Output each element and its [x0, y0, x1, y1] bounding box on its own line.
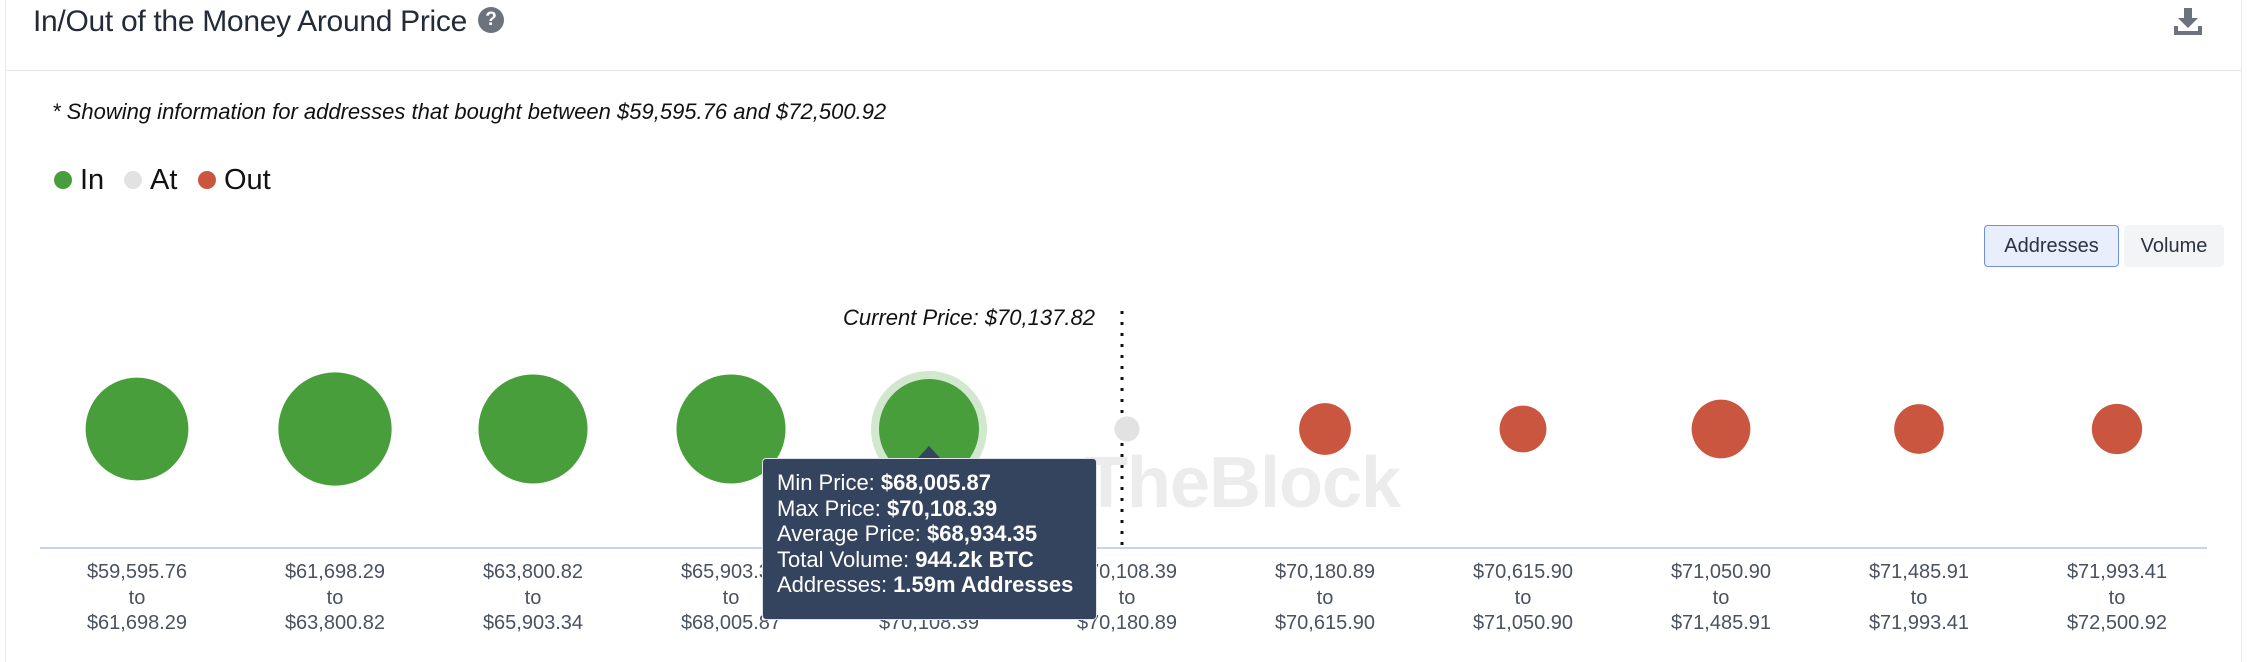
chart-card: In/Out of the Money Around Price ?: [5, 0, 2242, 662]
tooltip-row-addresses: Addresses: 1.59m Addresses: [777, 572, 1096, 598]
legend-label-out: Out: [224, 164, 271, 196]
card-header: In/Out of the Money Around Price ?: [6, 0, 2241, 71]
tooltip-pointer: [917, 446, 941, 459]
tooltip-row-min: Min Price: $68,005.87: [777, 470, 1096, 496]
range-note: * Showing information for addresses that…: [52, 99, 887, 124]
x-tick-label: $65,903.34 to $68,005.87: [680, 561, 782, 634]
x-tick-label: $59,595.76 to $61,698.29: [86, 561, 188, 634]
tooltip-value: 1.59m Addresses: [893, 572, 1074, 597]
legend-dot-out: [198, 171, 216, 189]
tooltip-row-average: Average Price: $68,934.35: [777, 521, 1096, 547]
bubble-out[interactable]: [1894, 404, 1944, 454]
x-tick-label: $63,800.82 to $65,903.34: [482, 561, 584, 634]
tooltip-label: Min Price:: [777, 470, 881, 495]
tooltip: Min Price: $68,005.87 Max Price: $70,108…: [762, 458, 1097, 620]
volume-toggle-button[interactable]: Volume: [2124, 225, 2224, 267]
tooltip-value: $68,005.87: [880, 470, 992, 495]
x-tick-label: $61,698.29 to $63,800.82: [284, 561, 386, 634]
tooltip-label: Max Price:: [777, 495, 888, 521]
bubble-out[interactable]: [2091, 403, 2143, 455]
page-title: In/Out of the Money Around Price: [33, 5, 467, 38]
x-tick-label: $70,615.90 to $71,050.90: [1472, 561, 1574, 634]
current-price-label: Current Price: $70,137.82: [843, 305, 1095, 330]
bubble-in[interactable]: [278, 372, 392, 486]
x-tick-label: $71,050.90 to $71,485.91: [1670, 561, 1772, 634]
bubble-in[interactable]: [478, 374, 588, 484]
bubble-in[interactable]: [676, 374, 786, 484]
bubble-at[interactable]: [1114, 416, 1140, 442]
legend-label-at: At: [150, 164, 178, 196]
bubble-out[interactable]: [1691, 399, 1751, 459]
legend-dot-at: [124, 171, 142, 189]
legend-label-in: In: [80, 164, 105, 196]
tooltip-value: $68,934.35: [927, 521, 1038, 546]
bubble-group: [85, 371, 2143, 487]
bubble-out[interactable]: [1499, 405, 1547, 453]
question-circle-icon[interactable]: ?: [478, 7, 504, 33]
bubble-in[interactable]: [85, 377, 189, 481]
tooltip-value: 944.2k BTC: [915, 546, 1034, 572]
x-tick-label: $71,485.91 to $71,993.41: [1868, 561, 1970, 634]
tooltip-label: Addresses:: [777, 572, 894, 597]
bubble-out[interactable]: [1299, 403, 1351, 455]
x-tick-label: $70,108.39 to $70,180.89: [1076, 561, 1178, 634]
download-icon[interactable]: [2171, 4, 2205, 38]
tooltip-value: $70,108.39: [887, 495, 998, 521]
legend-dot-in: [54, 171, 72, 189]
bubble-in[interactable]: [879, 379, 979, 479]
tooltip-label: Average Price:: [777, 521, 928, 546]
tooltip-row-max: Max Price: $70,108.39: [777, 496, 1096, 522]
tooltip-row-volume: Total Volume: 944.2k BTC: [777, 547, 1096, 573]
tooltip-label: Total Volume:: [777, 546, 916, 572]
x-tick-label: $70,180.89 to $70,615.90: [1274, 561, 1376, 634]
addresses-toggle-button[interactable]: Addresses: [1984, 225, 2119, 267]
x-tick-label: $71,993.41 to $72,500.92: [2066, 561, 2168, 634]
watermark: TheBlock: [1084, 443, 1401, 523]
